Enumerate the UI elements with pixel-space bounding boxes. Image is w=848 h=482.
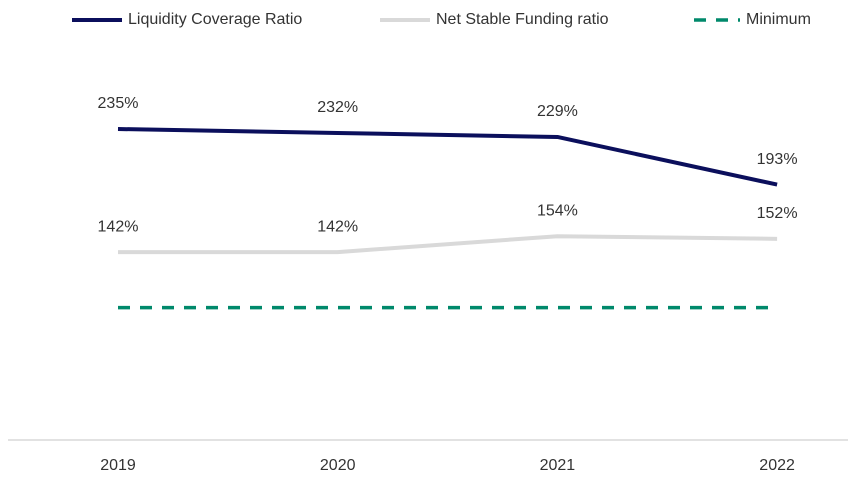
legend-label: Liquidity Coverage Ratio (128, 11, 302, 28)
x-tick-label: 2020 (320, 457, 356, 474)
data-label: 232% (317, 99, 358, 116)
series-line (117, 127, 778, 187)
data-label: 229% (537, 103, 578, 120)
data-label: 142% (317, 218, 358, 235)
data-label: 154% (537, 202, 578, 219)
legend-label: Minimum (746, 11, 811, 28)
series-line (118, 234, 778, 255)
data-label: 152% (757, 205, 798, 222)
data-label: 193% (757, 151, 798, 168)
x-tick-label: 2021 (540, 457, 576, 474)
legend-label: Net Stable Funding ratio (436, 11, 609, 28)
data-label: 142% (98, 218, 139, 235)
x-tick-label: 2019 (100, 457, 136, 474)
x-tick-label: 2022 (759, 457, 795, 474)
data-label: 235% (98, 95, 139, 112)
